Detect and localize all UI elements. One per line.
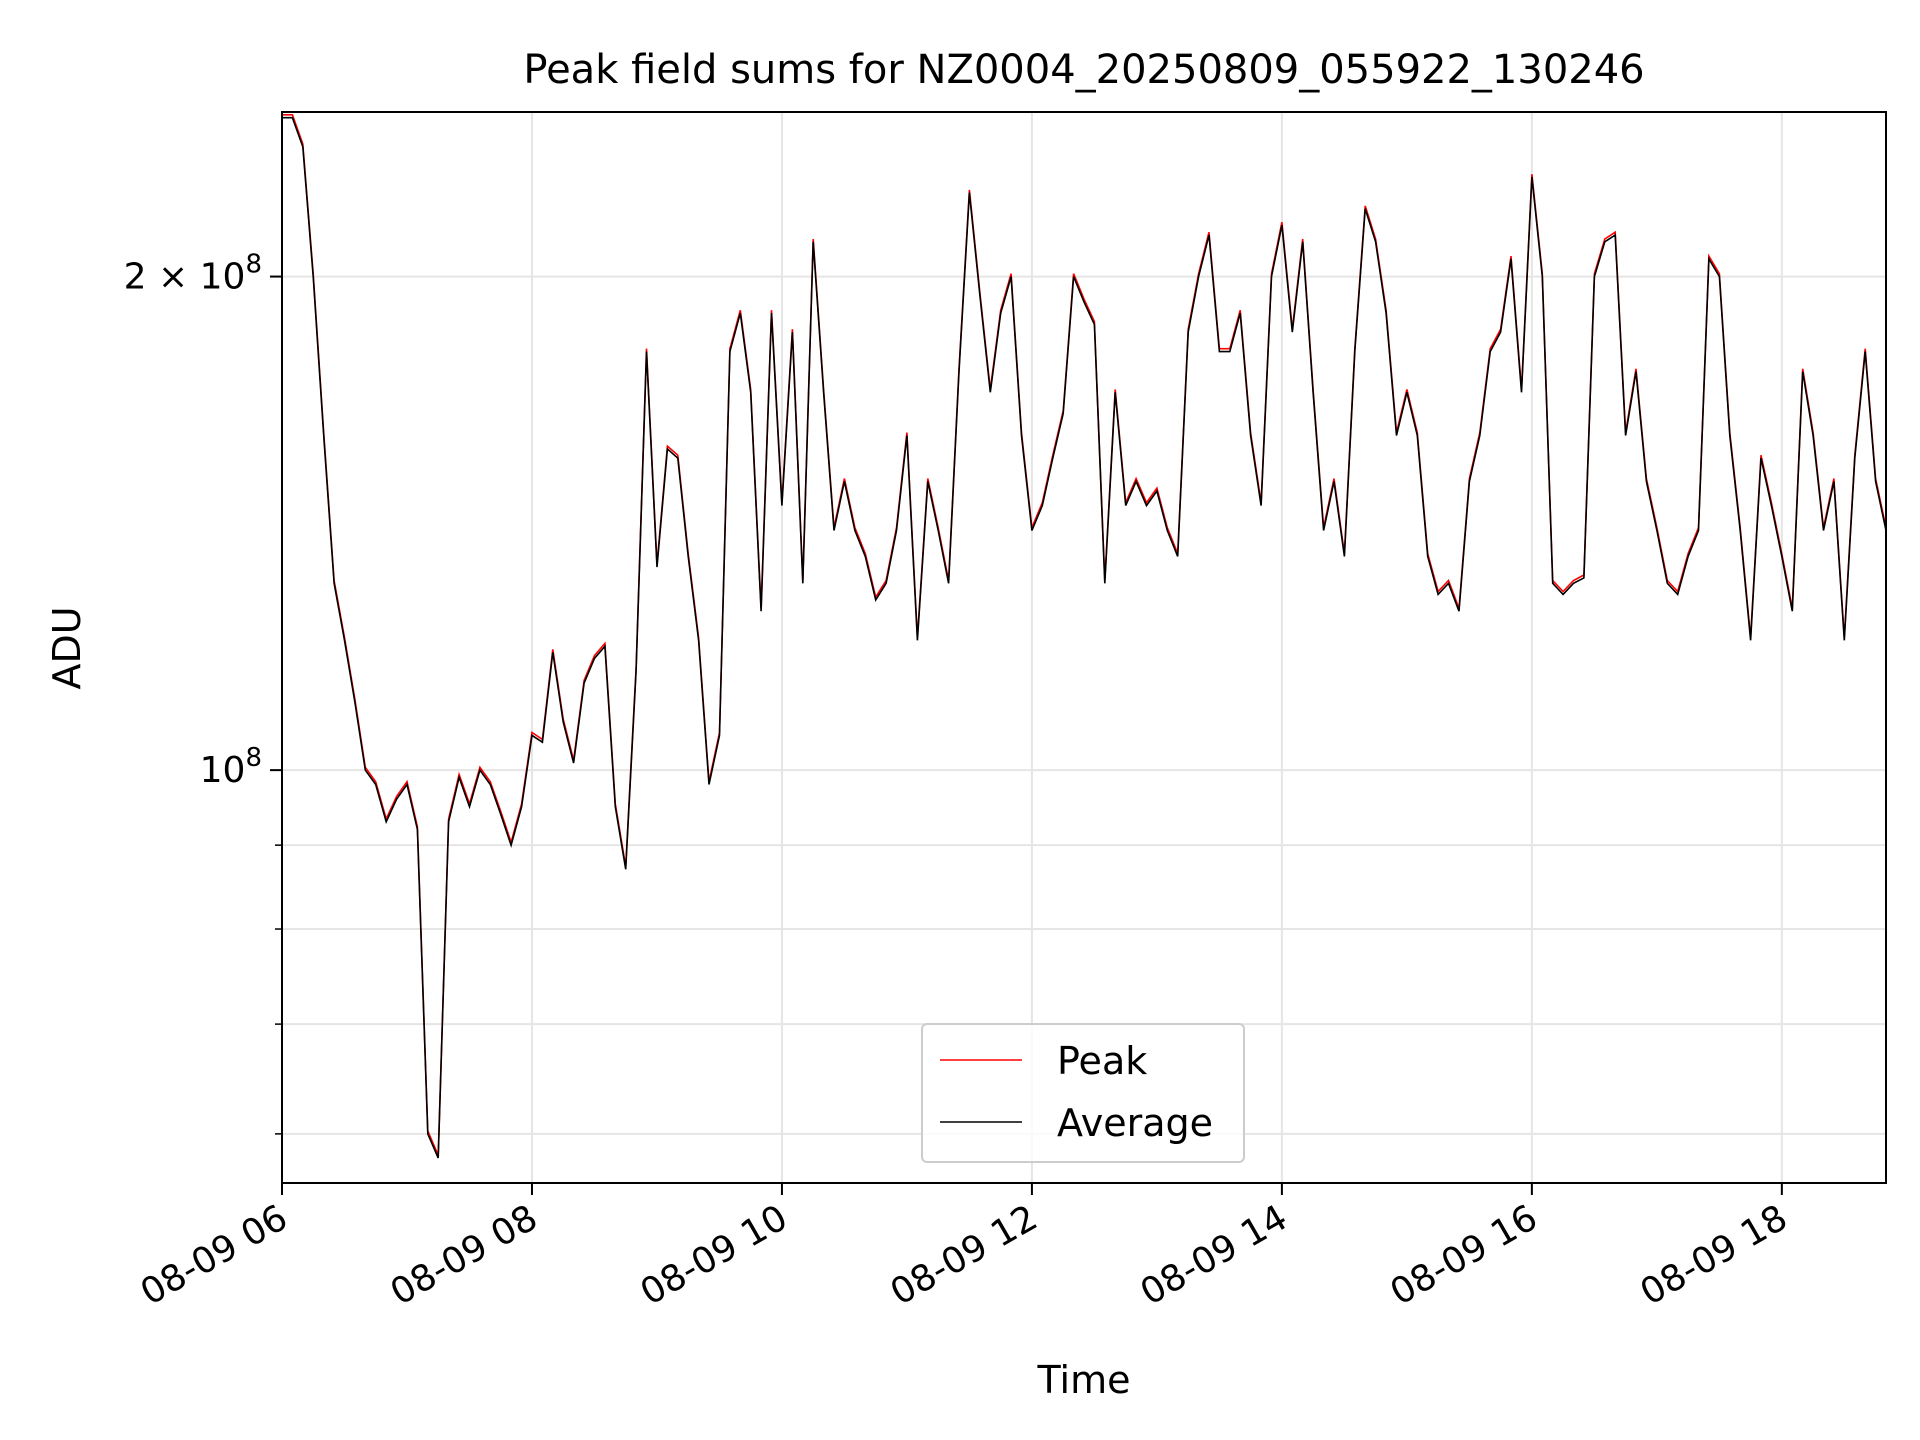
plot-frame (281, 111, 1887, 1184)
y-axis: 108 2 × 108 (124, 250, 282, 1135)
x-axis-label: Time (1037, 1358, 1131, 1402)
y-tick-label: 108 (200, 743, 262, 791)
series-average-line (282, 116, 1886, 1159)
legend-average-label: Average (1057, 1101, 1213, 1145)
legend: Peak Average (921, 1023, 1245, 1163)
legend-box (921, 1023, 1245, 1163)
series-layer (282, 114, 1886, 1159)
y-tick-label: 2 × 108 (124, 250, 262, 298)
legend-peak-label: Peak (1057, 1039, 1147, 1083)
y-axis-label: ADU (45, 606, 89, 689)
chart-title: Peak field sums for NZ0004_20250809_0559… (523, 47, 1644, 93)
